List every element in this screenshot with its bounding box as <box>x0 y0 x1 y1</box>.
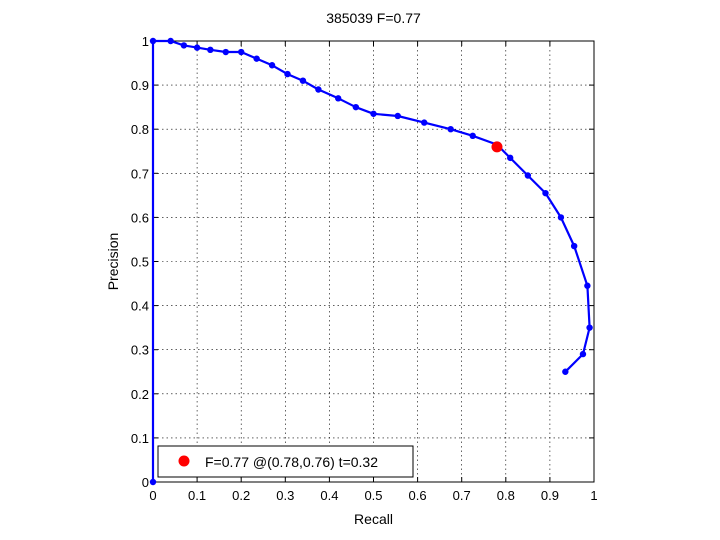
legend-text: F=0.77 @(0.78,0.76) t=0.32 <box>205 454 378 470</box>
pr-curve-point <box>542 189 549 197</box>
chart-title: 385039 F=0.77 <box>326 10 421 26</box>
pr-curve-point <box>335 95 342 102</box>
pr-curve-point <box>507 154 514 162</box>
pr-curve-point <box>167 37 174 45</box>
pr-curve-point <box>447 126 454 133</box>
x-tick-label: 0.2 <box>232 488 250 503</box>
pr-curve-point <box>222 48 229 56</box>
pr-curve-point <box>557 214 565 221</box>
x-tick-label: 0.4 <box>320 488 338 503</box>
y-tick-label: 0 <box>142 475 149 490</box>
x-tick-label: 0.6 <box>409 488 427 503</box>
pr-curve-line <box>151 39 591 482</box>
x-tick-label: 0.8 <box>497 488 515 503</box>
x-tick-label: 0.1 <box>188 488 206 503</box>
ticks: 0 0.1 0.2 0.3 0.4 0.5 0.6 0.7 0.8 0.9 1 0 0.1 0.2 0.3 0… <box>131 34 598 503</box>
y-tick-label: 0.9 <box>131 78 149 93</box>
x-tick-label: 0.5 <box>364 488 382 503</box>
pr-curve-point <box>193 44 201 51</box>
best-f-point <box>491 141 503 153</box>
pr-curve-point <box>562 368 569 375</box>
pr-curve-point <box>207 46 214 54</box>
x-tick-label: 0.3 <box>276 488 294 503</box>
y-tick-label: 0.8 <box>131 122 149 137</box>
pr-curve-point <box>584 282 591 289</box>
x-tick-label: 0.7 <box>453 488 471 503</box>
pr-curve-point <box>586 324 593 331</box>
pr-curve-point <box>149 478 157 486</box>
pr-curve-point <box>394 112 401 120</box>
legend: F=0.77 @(0.78,0.76) t=0.32 <box>157 445 414 478</box>
x-tick-label: 0.9 <box>541 488 559 503</box>
pr-curve-point <box>284 70 291 78</box>
x-tick-label: 1 <box>590 488 597 503</box>
pr-curve <box>149 37 593 486</box>
grid <box>153 41 594 482</box>
pr-curve-point <box>315 86 322 93</box>
x-tick-label: 0 <box>149 488 156 503</box>
y-tick-label: 0.6 <box>131 210 149 225</box>
y-tick-label: 0.7 <box>131 166 149 181</box>
y-tick-label: 0.5 <box>131 255 149 270</box>
pr-curve-point <box>524 172 532 179</box>
y-axis-label: Precision <box>105 233 121 291</box>
pr-curve-point <box>579 350 587 358</box>
pr-curve-point <box>268 62 276 69</box>
pr-curve-point <box>421 119 428 126</box>
pr-curve-point <box>352 103 360 111</box>
pr-curve-point <box>299 77 307 84</box>
pr-curve-point <box>253 55 260 62</box>
y-tick-label: 0.3 <box>131 343 149 358</box>
pr-curve-point <box>149 37 157 45</box>
y-tick-label: 1 <box>142 34 149 49</box>
pr-curve-point <box>180 42 188 49</box>
legend-marker <box>178 455 190 467</box>
y-tick-label: 0.4 <box>131 299 149 314</box>
y-tick-label: 0.2 <box>131 387 149 402</box>
pr-curve-point <box>570 242 578 250</box>
pr-curve-point <box>469 132 476 140</box>
best-point-group <box>491 141 503 153</box>
y-tick-label: 0.1 <box>131 431 149 446</box>
x-axis-label: Recall <box>354 511 393 527</box>
legend-box <box>157 445 414 478</box>
pr-curve-point <box>238 48 245 56</box>
pr-curve-point <box>370 110 377 117</box>
